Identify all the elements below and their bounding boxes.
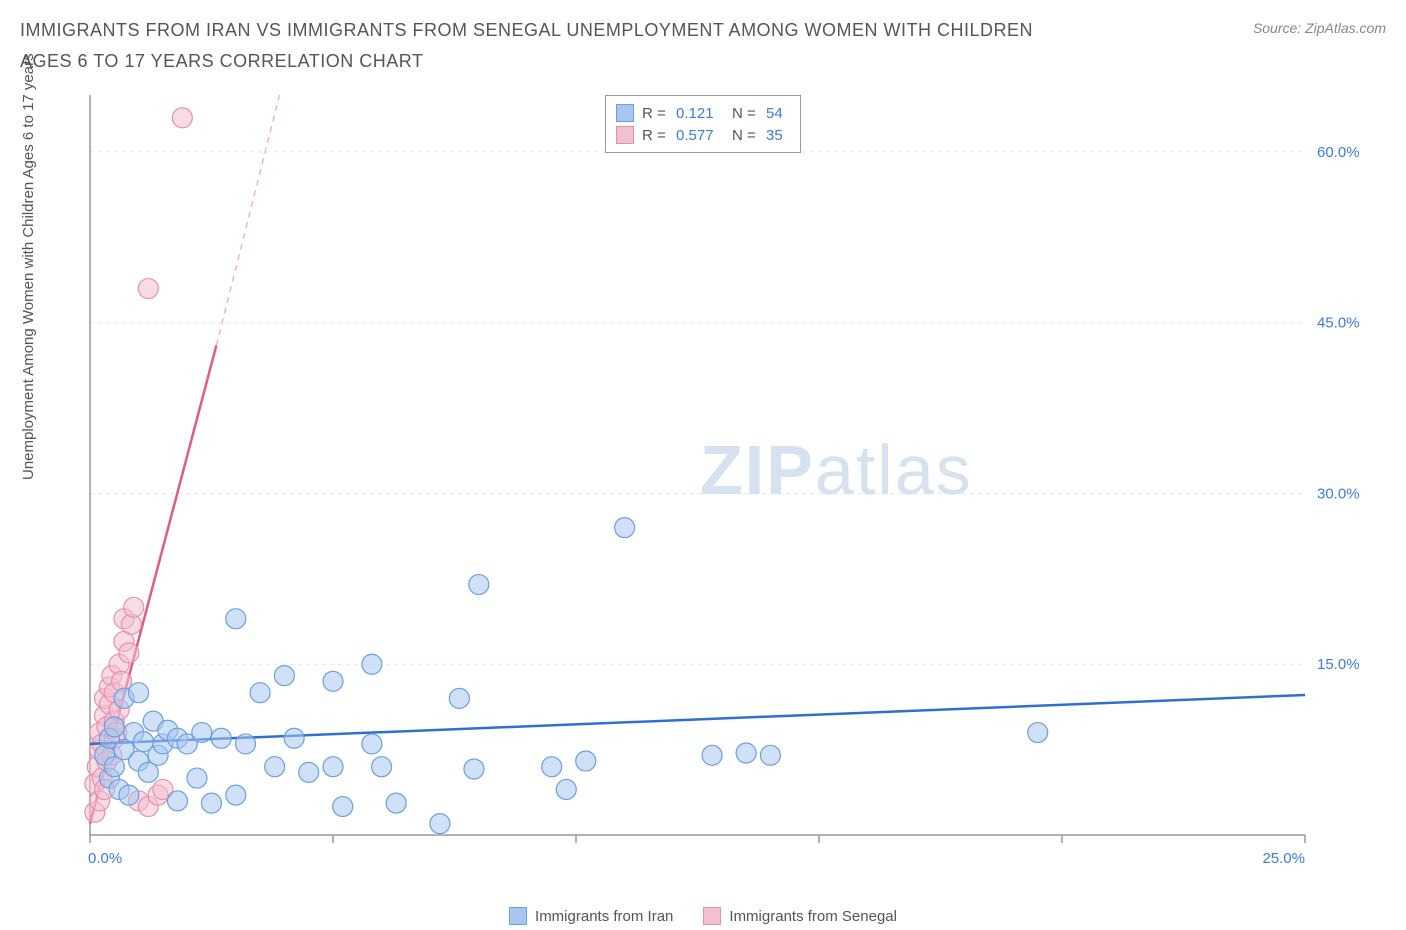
legend-bottom-label: Immigrants from Senegal [729,908,897,925]
legend-n-label: N = [732,105,758,122]
legend-swatch-icon [616,126,634,144]
legend-top: R = 0.121 N = 54 R = 0.577 N = 35 [605,95,801,153]
y-tick-label: 45.0% [1317,315,1360,332]
legend-top-row: R = 0.121 N = 54 [616,102,790,124]
legend-bottom-label: Immigrants from Iran [535,908,673,925]
legend-top-row: R = 0.577 N = 35 [616,124,790,146]
chart-title: IMMIGRANTS FROM IRAN VS IMMIGRANTS FROM … [20,15,1050,76]
legend-r-label: R = [642,105,668,122]
legend-bottom: Immigrants from Iran Immigrants from Sen… [509,907,897,925]
legend-r-label: R = [642,127,668,144]
legend-bottom-item: Immigrants from Senegal [703,907,897,925]
legend-n-label: N = [732,127,758,144]
legend-r-value: 0.577 [676,127,724,144]
source-label: Source: ZipAtlas.com [1253,20,1386,36]
y-tick-label: 30.0% [1317,485,1360,502]
legend-n-value: 35 [766,127,790,144]
legend-swatch-icon [616,104,634,122]
y-tick-label: 15.0% [1317,656,1360,673]
legend-swatch-icon [703,907,721,925]
y-axis-label: Unemployment Among Women with Children A… [20,53,37,480]
title-bar: IMMIGRANTS FROM IRAN VS IMMIGRANTS FROM … [20,15,1386,76]
legend-bottom-item: Immigrants from Iran [509,907,673,925]
chart-svg: 15.0% 30.0% 45.0% 60.0% 0.0% 25.0% [75,90,1375,870]
x-tick-label: 0.0% [88,850,122,867]
legend-swatch-icon [509,907,527,925]
x-tick-label: 25.0% [1262,850,1305,867]
legend-r-value: 0.121 [676,105,724,122]
y-tick-label: 60.0% [1317,144,1360,161]
legend-n-value: 54 [766,105,790,122]
plot-area: 15.0% 30.0% 45.0% 60.0% 0.0% 25.0% [75,90,1375,870]
